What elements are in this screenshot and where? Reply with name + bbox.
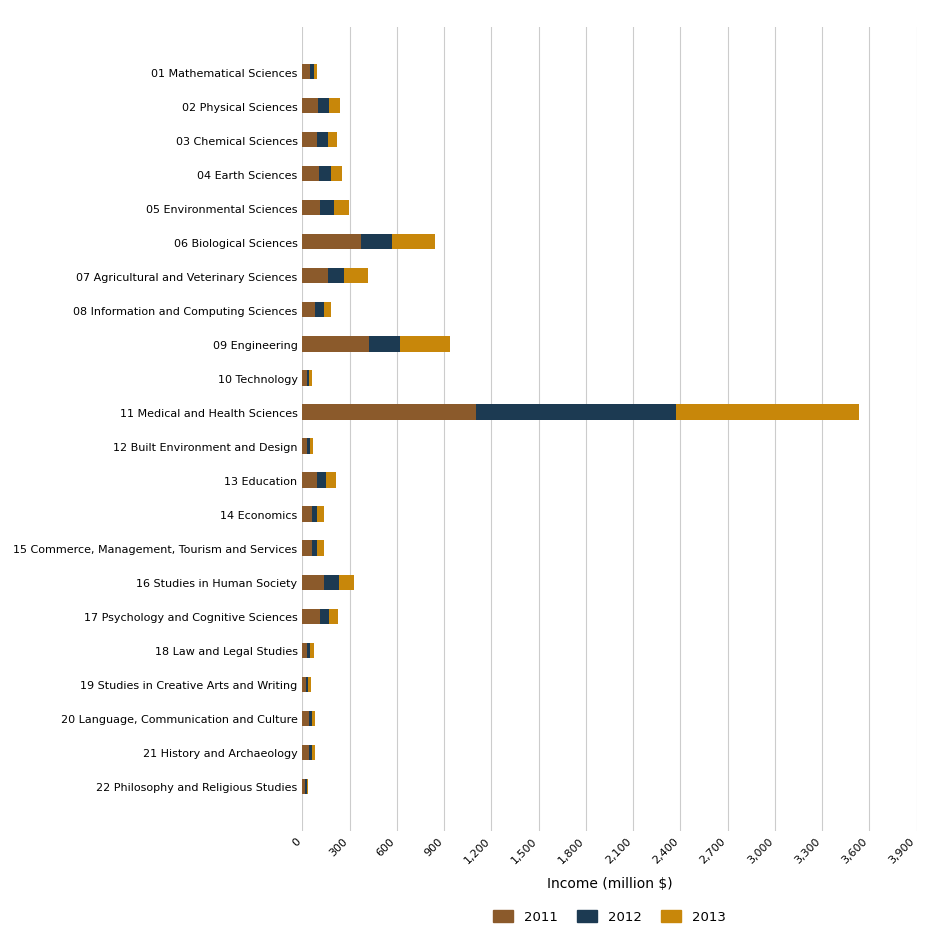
Bar xyxy=(302,303,314,318)
Bar xyxy=(399,337,450,352)
Bar xyxy=(329,609,338,624)
Bar xyxy=(317,473,326,488)
Bar xyxy=(309,711,312,726)
Bar xyxy=(329,99,340,114)
Bar xyxy=(302,779,305,794)
Bar xyxy=(329,133,337,148)
Bar xyxy=(302,201,319,216)
Bar xyxy=(302,337,368,352)
Bar xyxy=(361,235,392,250)
Bar xyxy=(326,473,336,488)
Bar xyxy=(302,745,309,760)
Bar xyxy=(392,235,434,250)
Bar xyxy=(317,507,324,522)
Bar xyxy=(308,677,311,692)
Bar xyxy=(344,269,367,284)
Bar xyxy=(307,439,310,454)
Bar xyxy=(319,609,329,624)
Bar xyxy=(302,269,329,284)
Bar xyxy=(302,609,319,624)
Bar xyxy=(317,133,329,148)
Bar xyxy=(302,167,319,182)
Bar xyxy=(302,711,309,726)
Bar xyxy=(319,167,330,182)
Bar xyxy=(302,473,317,488)
Bar xyxy=(302,507,312,522)
Bar xyxy=(312,507,317,522)
Bar xyxy=(310,439,312,454)
Bar xyxy=(317,541,324,556)
Bar xyxy=(675,405,858,420)
Bar xyxy=(324,575,338,590)
Bar xyxy=(302,575,324,590)
Bar xyxy=(310,65,313,80)
Bar xyxy=(313,65,316,80)
Bar xyxy=(319,201,333,216)
Bar xyxy=(318,99,329,114)
Bar xyxy=(309,371,312,386)
Bar xyxy=(305,779,306,794)
Bar xyxy=(302,65,310,80)
Bar xyxy=(302,371,307,386)
Bar xyxy=(302,677,306,692)
Bar xyxy=(302,405,475,420)
Bar xyxy=(302,133,317,148)
Bar xyxy=(333,201,348,216)
Bar xyxy=(338,575,354,590)
Bar xyxy=(475,405,675,420)
Bar xyxy=(307,371,309,386)
Bar xyxy=(302,439,307,454)
Bar xyxy=(302,541,312,556)
Bar xyxy=(329,269,344,284)
Bar xyxy=(323,303,330,318)
Bar xyxy=(309,745,312,760)
Bar xyxy=(306,779,308,794)
Bar xyxy=(312,745,315,760)
Legend: 2011, 2012, 2013: 2011, 2012, 2013 xyxy=(488,904,730,929)
Bar xyxy=(302,643,307,658)
Bar xyxy=(312,711,315,726)
Bar xyxy=(307,643,310,658)
Bar xyxy=(330,167,342,182)
X-axis label: Income (million $): Income (million $) xyxy=(547,876,671,890)
Bar xyxy=(312,541,317,556)
Bar xyxy=(310,643,313,658)
Bar xyxy=(368,337,399,352)
Bar xyxy=(302,235,361,250)
Bar xyxy=(306,677,308,692)
Bar xyxy=(314,303,323,318)
Bar xyxy=(302,99,318,114)
